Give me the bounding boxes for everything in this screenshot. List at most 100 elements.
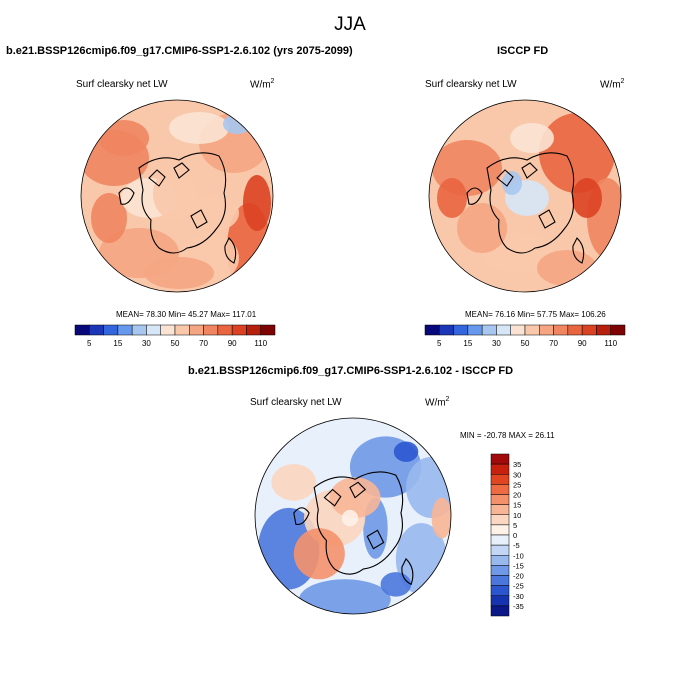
- colorbar-tick-label: 50: [171, 339, 180, 348]
- field-region: [243, 175, 271, 231]
- colorbar-swatch: [174, 324, 190, 336]
- field-region: [380, 572, 412, 597]
- panel2-title: ISCCP FD: [497, 45, 549, 57]
- colorbar-swatch: [103, 324, 119, 336]
- field-region: [510, 123, 554, 153]
- colorbar-swatch: [146, 324, 161, 336]
- colorbar-tick-label: 70: [549, 339, 558, 348]
- field-region: [223, 114, 251, 134]
- coastline: [466, 187, 585, 264]
- colorbar-swatch: [490, 514, 510, 526]
- colorbar-swatch: [89, 324, 104, 336]
- field-region: [572, 178, 602, 218]
- colorbar-tick-label: -30: [513, 592, 524, 601]
- colorbar-tick-label: 20: [513, 491, 521, 500]
- colorbar-tick-label: 30: [142, 339, 151, 348]
- colorbar-tick-label: -35: [513, 602, 524, 611]
- panel1-map: [80, 99, 274, 293]
- coastline: [118, 187, 237, 264]
- coastline: [293, 507, 414, 586]
- season-title: JJA: [334, 14, 366, 35]
- colorbar-swatch: [596, 324, 611, 336]
- colorbar-swatch: [490, 463, 510, 475]
- panel3-map: [254, 417, 452, 615]
- colorbar-swatch: [439, 324, 454, 336]
- colorbar-tick-label: 15: [113, 339, 122, 348]
- colorbar-tick-label: 15: [513, 501, 521, 510]
- colorbar-swatch: [490, 484, 510, 495]
- panel1-title: b.e21.BSSP126cmip6.f09_g17.CMIP6-SSP1-2.…: [6, 45, 353, 57]
- field-region: [437, 178, 467, 218]
- field-region: [341, 509, 359, 527]
- map-border: [80, 99, 274, 293]
- colorbar-tick-label: -10: [513, 551, 524, 560]
- colorbar-swatch: [246, 324, 261, 336]
- field-region: [502, 171, 522, 195]
- colorbar-tick-label: 30: [513, 470, 521, 479]
- colorbar-tick-label: 30: [492, 339, 501, 348]
- coastline: [148, 162, 208, 229]
- field-region: [293, 528, 345, 580]
- colorbar-tick-label: -25: [513, 582, 524, 591]
- colorbar-swatch: [424, 324, 440, 336]
- panel1-stats: MEAN= 78.30 Min= 45.27 Max= 117.01: [116, 310, 257, 319]
- colorbar-swatch: [490, 575, 510, 586]
- colorbar-tick-label: -15: [513, 561, 524, 570]
- coastline: [486, 152, 575, 254]
- colorbar-tick-label: 110: [254, 339, 267, 348]
- colorbar-swatch: [510, 324, 526, 336]
- field-region: [393, 441, 419, 462]
- colorbar-swatch: [581, 324, 597, 336]
- panel2-stats: MEAN= 76.16 Min= 57.75 Max= 106.26: [465, 310, 606, 319]
- colorbar-swatch: [260, 324, 276, 336]
- colorbar-swatch: [453, 324, 469, 336]
- colorbar-swatch: [490, 605, 510, 617]
- field-region: [153, 168, 197, 220]
- colorbar-swatch: [117, 324, 133, 336]
- colorbar-swatch: [567, 324, 583, 336]
- panel1-units: W/m2: [250, 78, 275, 91]
- colorbar-swatch: [231, 324, 247, 336]
- colorbar-tick-label: -5: [513, 541, 520, 550]
- colorbar-swatch: [490, 595, 510, 607]
- panel3-title: b.e21.BSSP126cmip6.f09_g17.CMIP6-SSP1-2.…: [188, 365, 514, 377]
- colorbar-swatch: [490, 504, 510, 515]
- colorbar-swatch: [490, 585, 510, 596]
- colorbar-swatch: [490, 524, 510, 536]
- colorbar-tick-label: 35: [513, 460, 521, 469]
- colorbar-tick-label: 90: [228, 339, 237, 348]
- colorbar-swatch: [203, 324, 219, 336]
- colorbar-swatch: [524, 324, 540, 336]
- colorbar-swatch: [74, 324, 90, 336]
- colorbar-swatch: [189, 324, 204, 336]
- colorbar-swatch: [490, 555, 510, 566]
- coastline: [138, 152, 227, 254]
- field-region: [457, 203, 507, 253]
- field-region: [431, 497, 451, 539]
- colorbar-tick-label: 5: [87, 339, 92, 348]
- colorbar-swatch: [490, 534, 510, 546]
- field-region: [271, 463, 317, 501]
- panel3-units: W/m2: [425, 396, 450, 409]
- colorbar-swatch: [496, 324, 511, 336]
- map-border: [428, 99, 622, 293]
- field-region: [99, 120, 149, 156]
- field-region: [144, 257, 214, 289]
- field-region: [91, 193, 127, 243]
- colorbar-swatch: [553, 324, 569, 336]
- colorbar-swatch: [217, 324, 233, 336]
- panel2-subtitle: Surf clearsky net LW: [425, 79, 517, 90]
- panel2-units: W/m2: [600, 78, 625, 91]
- colorbar-swatch: [467, 324, 483, 336]
- field-region: [539, 113, 615, 193]
- colorbar-swatch: [490, 494, 510, 505]
- field-region: [189, 195, 239, 231]
- colorbar-tick-label: 70: [199, 339, 208, 348]
- colorbar-tick-label: 0: [513, 531, 517, 540]
- colorbar-tick-label: 5: [437, 339, 442, 348]
- colorbar-swatch: [490, 544, 510, 556]
- colorbar-tick-label: 25: [513, 480, 521, 489]
- colorbar-swatch: [610, 324, 626, 336]
- colorbar-tick-label: 50: [521, 339, 530, 348]
